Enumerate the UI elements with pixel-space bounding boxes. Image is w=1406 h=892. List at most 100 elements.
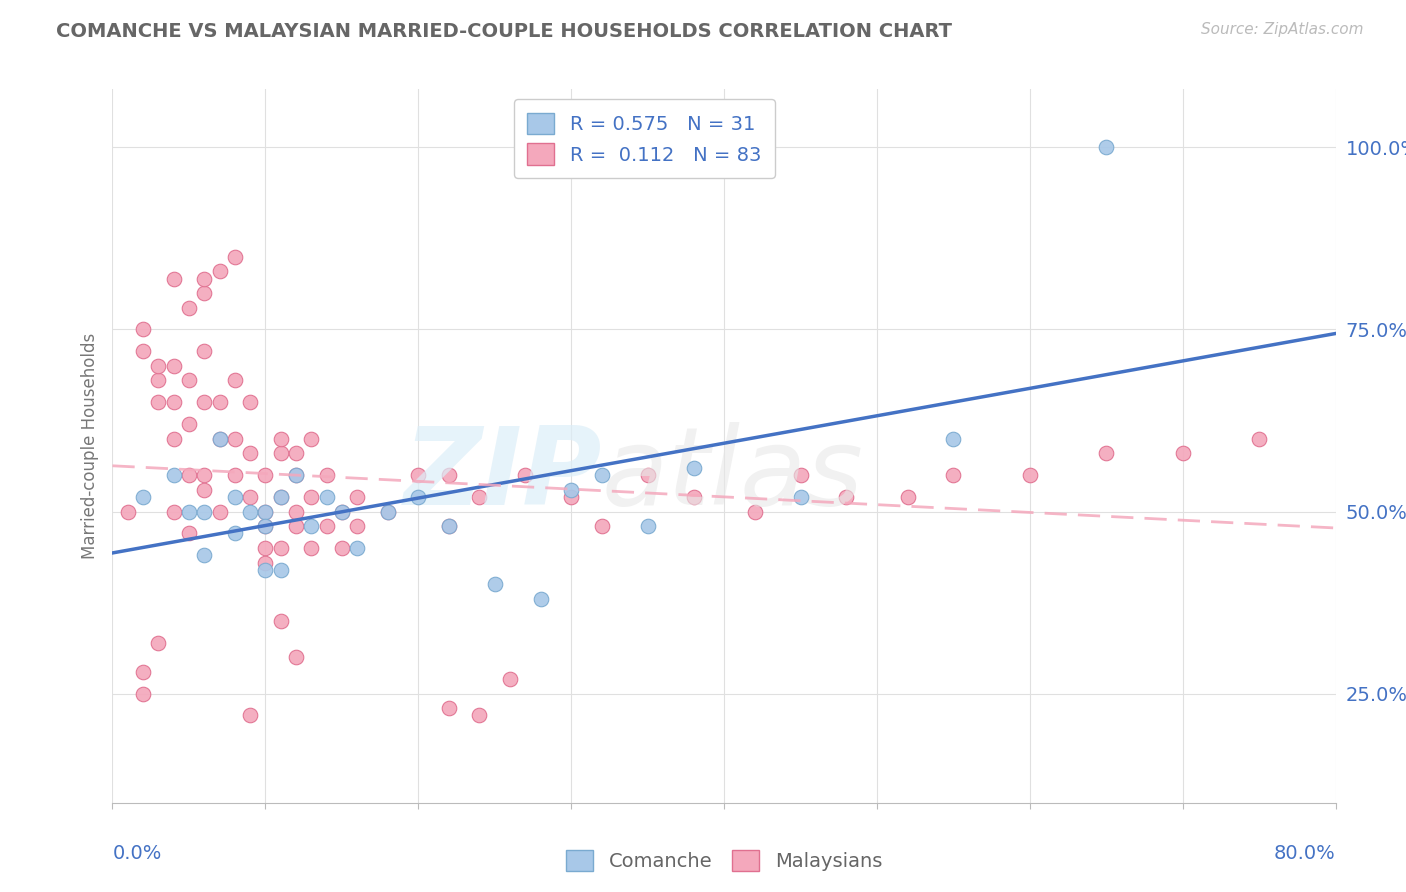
Y-axis label: Married-couple Households: Married-couple Households [80,333,98,559]
Point [346,541,368,555]
Point [163,395,186,409]
Point [163,468,186,483]
Point [254,563,277,577]
Point [224,250,246,264]
Point [330,541,353,555]
Point [193,395,215,409]
Point [637,519,659,533]
Point [224,468,246,483]
Point [177,468,200,483]
Point [193,271,215,285]
Point [270,446,292,460]
Point [1018,468,1040,483]
Point [284,446,308,460]
Point [377,504,399,518]
Point [148,395,170,409]
Point [148,359,170,373]
Legend: Comanche, Malaysians: Comanche, Malaysians [558,842,890,879]
Point [468,708,491,723]
Point [224,432,246,446]
Point [942,468,965,483]
Point [193,504,215,518]
Point [239,395,262,409]
Point [148,635,170,649]
Point [682,460,704,475]
Point [193,286,215,301]
Point [284,504,308,518]
Point [515,468,537,483]
Text: ZIP: ZIP [404,422,602,527]
Point [270,563,292,577]
Point [254,468,277,483]
Point [408,490,430,504]
Point [468,490,491,504]
Point [132,490,155,504]
Point [254,556,277,570]
Point [270,541,292,555]
Point [177,417,200,432]
Point [117,504,139,518]
Point [208,432,231,446]
Point [789,490,811,504]
Point [163,432,186,446]
Point [315,468,337,483]
Point [789,468,811,483]
Point [163,359,186,373]
Point [270,432,292,446]
Point [315,519,337,533]
Point [270,614,292,628]
Point [299,490,322,504]
Point [163,504,186,518]
Point [284,468,308,483]
Point [330,504,353,518]
Point [499,672,522,686]
Text: COMANCHE VS MALAYSIAN MARRIED-COUPLE HOUSEHOLDS CORRELATION CHART: COMANCHE VS MALAYSIAN MARRIED-COUPLE HOU… [56,22,952,41]
Point [744,504,766,518]
Point [942,432,965,446]
Point [897,490,920,504]
Point [284,519,308,533]
Point [299,519,322,533]
Text: Source: ZipAtlas.com: Source: ZipAtlas.com [1201,22,1364,37]
Point [437,519,460,533]
Point [239,504,262,518]
Point [254,504,277,518]
Point [682,490,704,504]
Point [177,374,200,388]
Point [208,504,231,518]
Point [177,301,200,315]
Point [254,541,277,555]
Point [408,468,430,483]
Point [1171,446,1194,460]
Point [208,264,231,278]
Point [299,541,322,555]
Point [437,468,460,483]
Point [148,374,170,388]
Point [132,665,155,679]
Text: 0.0%: 0.0% [112,845,162,863]
Point [560,490,582,504]
Point [193,344,215,359]
Point [560,483,582,497]
Point [270,490,292,504]
Point [254,519,277,533]
Point [835,490,858,504]
Point [1095,140,1118,154]
Point [377,504,399,518]
Point [239,708,262,723]
Point [132,322,155,336]
Point [530,591,553,606]
Point [484,577,506,591]
Point [224,526,246,541]
Point [239,490,262,504]
Point [591,468,613,483]
Point [193,548,215,562]
Point [239,446,262,460]
Point [208,432,231,446]
Point [193,468,215,483]
Point [591,519,613,533]
Point [284,468,308,483]
Point [437,701,460,715]
Point [163,271,186,285]
Point [284,650,308,665]
